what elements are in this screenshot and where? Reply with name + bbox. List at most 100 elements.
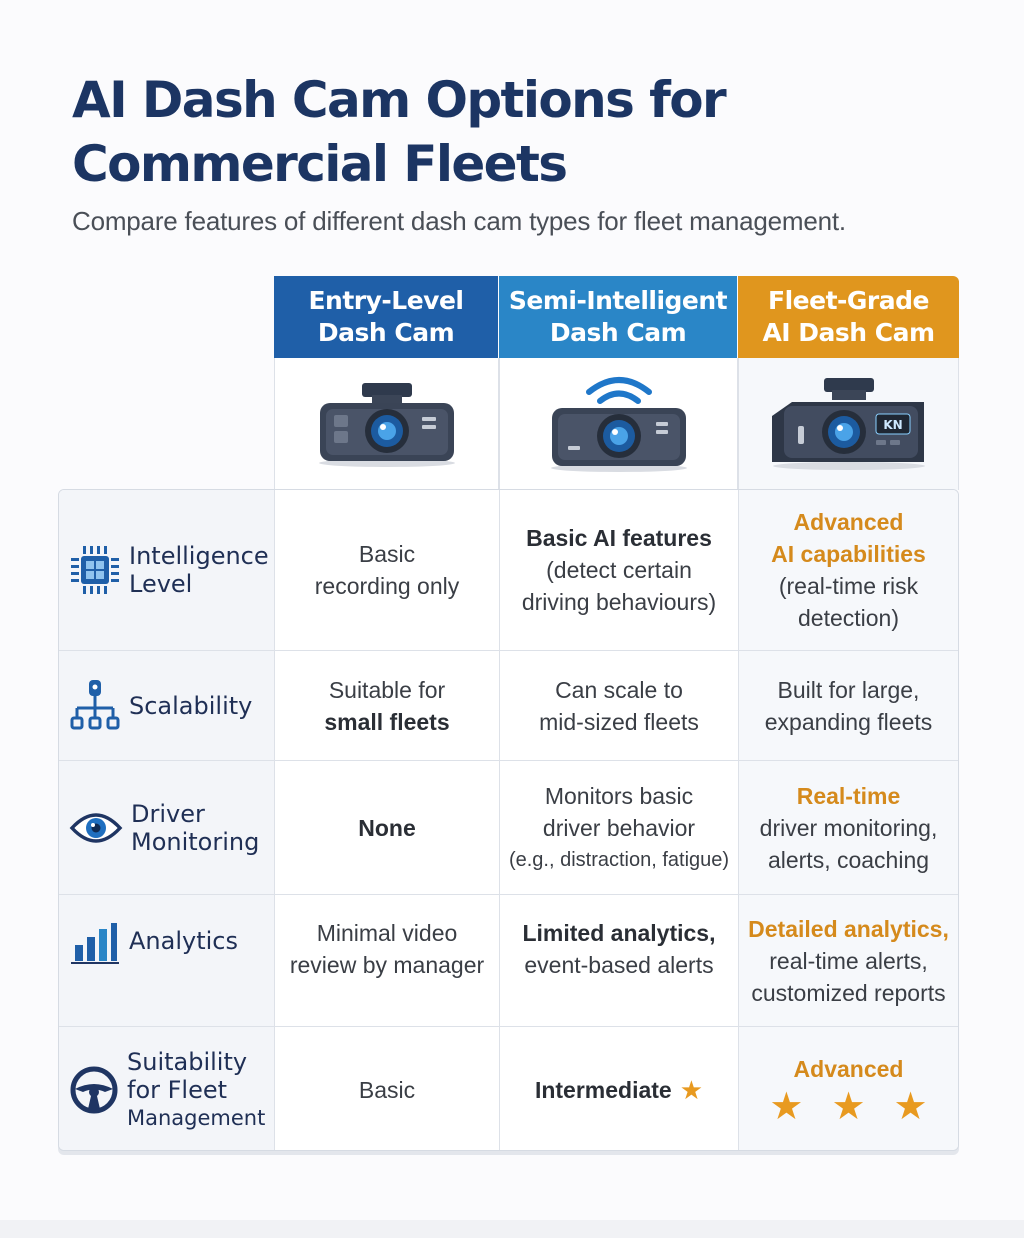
cell-text-bold: Limited analytics, [522, 920, 716, 946]
table-row-driver-monitoring: Driver Monitoring None Monitors basic dr… [59, 760, 958, 894]
star-rating: ★ ★ ★ [769, 1087, 927, 1127]
column-header-line: Dash Cam [317, 318, 455, 347]
row-label-line: Driver [131, 799, 205, 828]
column-header-line: AI Dash Cam [762, 318, 935, 347]
table-row-intelligence: Intelligence Level Basic recording only … [59, 490, 958, 650]
column-header-fleet-grade: Fleet-Grade AI Dash Cam [738, 276, 959, 358]
footer-strip [0, 1220, 1024, 1238]
cell-entry-suitability: Basic [274, 1027, 499, 1150]
cell-text: real-time alerts, [769, 947, 928, 974]
cell-highlight: Advanced [793, 1055, 904, 1082]
cell-highlight: Detailed analytics, [748, 915, 949, 942]
cell-highlight: Real-time [796, 782, 901, 809]
entry-level-camera-cell [274, 358, 499, 490]
row-label-text: Intelligence Level [129, 542, 269, 598]
cell-entry-intelligence: Basic recording only [274, 490, 499, 650]
star-icon: ★ [769, 1085, 804, 1128]
cell-text: event-based alerts [524, 952, 714, 978]
page-subtitle: Compare features of different dash cam t… [72, 206, 846, 236]
cell-text: Monitors basic [544, 782, 694, 809]
title-line-1: AI Dash Cam Options for [72, 71, 727, 129]
fleet-grade-camera-cell: KN [738, 358, 959, 490]
column-header-semi-intelligent: Semi-Intelligent Dash Cam [499, 276, 737, 358]
cell-text: (real-time risk [778, 573, 919, 599]
row-label-line: Management [127, 1105, 266, 1130]
row-label-suitability: Suitability for Fleet Management [59, 1027, 274, 1150]
cell-text: Built for large, [777, 676, 920, 703]
cell-fleet-intelligence: Advanced AI capabilities (real-time risk… [738, 490, 958, 650]
row-label-line: Level [129, 570, 193, 598]
row-label-text: Scalability [129, 692, 252, 720]
cell-text: Basic [358, 1076, 416, 1103]
cell-text: review by manager [289, 952, 485, 978]
cell-fleet-driver-monitoring: Real-time driver monitoring, alerts, coa… [738, 761, 958, 894]
wifi-dash-cam-icon [550, 377, 687, 472]
cell-fleet-suitability: Advanced ★ ★ ★ [738, 1027, 958, 1150]
row-label-line: Scalability [129, 691, 253, 720]
cell-text: expanding fleets [764, 708, 933, 735]
cell-highlight: Advanced [793, 509, 904, 535]
cell-highlight: AI capabilities [771, 541, 926, 567]
title-line-2: Commercial Fleets [72, 135, 568, 193]
cell-text: driver behavior [542, 814, 696, 841]
cell-entry-scalability: Suitable for small fleets [274, 651, 499, 760]
cell-text: mid-sized fleets [539, 708, 699, 735]
row-label-text: Analytics [129, 927, 238, 955]
cell-text: customized reports [751, 979, 946, 1006]
table-row-suitability: Suitability for Fleet Management Basic I… [59, 1026, 958, 1150]
network-hierarchy-icon [70, 679, 120, 729]
cell-text: detection) [797, 605, 899, 631]
bar-chart-icon [71, 923, 119, 964]
row-label-text: Driver Monitoring [131, 800, 259, 856]
row-label-text: Suitability for Fleet Management [127, 1048, 265, 1132]
row-label-analytics: Analytics [59, 895, 274, 1026]
cell-fleet-analytics: Detailed analytics, real-time alerts, cu… [738, 895, 958, 1026]
star-rating: ★ [680, 1074, 703, 1106]
cell-text: (detect certain [546, 557, 692, 583]
column-header-line: Fleet-Grade [768, 286, 929, 315]
ai-dash-cam-icon: KN [771, 378, 925, 470]
cell-text-bold: Intermediate [534, 1076, 672, 1103]
column-header-entry-level: Entry-Level Dash Cam [274, 276, 498, 358]
cell-fleet-scalability: Built for large, expanding fleets [738, 651, 958, 760]
cell-semi-scalability: Can scale to mid-sized fleets [499, 651, 738, 760]
cell-entry-analytics: Minimal video review by manager [274, 895, 499, 1026]
row-label-line: Analytics [129, 927, 238, 955]
cell-semi-driver-monitoring: Monitors basic driver behavior (e.g., di… [499, 761, 738, 894]
cell-text-bold: None [358, 814, 416, 841]
cell-text: Suitable for [328, 676, 446, 703]
dash-cam-icon [318, 383, 455, 467]
cell-text: alerts, coaching [767, 846, 930, 873]
cell-text: Minimal video [316, 920, 458, 946]
cell-semi-intelligence: Basic AI features (detect certain drivin… [499, 490, 738, 650]
cell-text: Can scale to [555, 676, 683, 703]
cell-text-small: (e.g., distraction, fatigue) [508, 848, 730, 871]
table-row-scalability: Scalability Suitable for small fleets Ca… [59, 650, 958, 760]
cell-text: driving behaviours) [521, 589, 717, 615]
column-header-line: Semi-Intelligent [508, 286, 728, 315]
cell-text-bold: small fleets [324, 708, 450, 735]
steering-wheel-icon [70, 1066, 118, 1113]
row-label-intelligence: Intelligence Level [59, 490, 274, 650]
table-row-analytics: Analytics Minimal video review by manage… [59, 894, 958, 1026]
cell-semi-analytics: Limited analytics, event-based alerts [499, 895, 738, 1026]
camera-screen-badge: KN [883, 418, 902, 432]
cell-text: driver monitoring, [759, 814, 938, 841]
row-label-line: Monitoring [131, 827, 260, 856]
column-header-line: Dash Cam [549, 318, 687, 347]
cell-text: recording only [314, 573, 460, 599]
star-icon: ★ [679, 1074, 704, 1105]
semi-intelligent-camera-cell [499, 358, 738, 490]
cell-text: Basic AI features [526, 525, 712, 551]
chip-icon [71, 546, 119, 594]
eye-icon [69, 812, 123, 843]
star-icon: ★ [831, 1085, 866, 1128]
column-header-line: Entry-Level [308, 286, 464, 315]
row-label-line: Suitability [127, 1047, 248, 1076]
row-label-line: Intelligence [129, 542, 269, 570]
cell-entry-driver-monitoring: None [274, 761, 499, 894]
page-title: AI Dash Cam Options for Commercial Fleet… [72, 68, 727, 196]
row-label-line: for Fleet [127, 1075, 228, 1104]
star-icon: ★ [893, 1085, 928, 1128]
row-label-driver-monitoring: Driver Monitoring [59, 761, 274, 894]
